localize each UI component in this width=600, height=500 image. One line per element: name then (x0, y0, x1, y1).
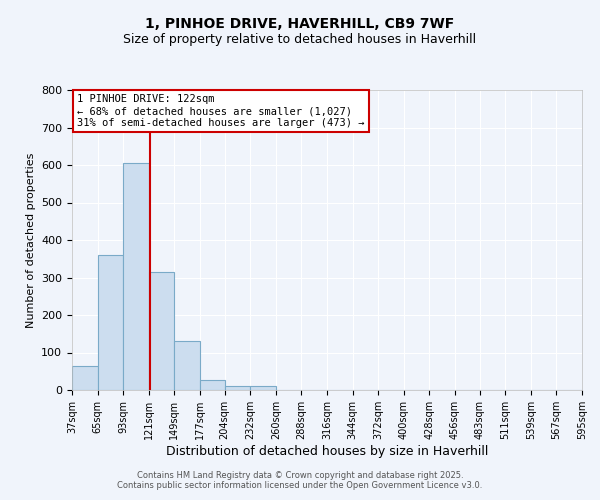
Bar (200, 380, 224, 390)
Bar (72, 366, 98, 390)
Bar (250, 386, 276, 390)
Text: Size of property relative to detached houses in Haverhill: Size of property relative to detached ho… (124, 32, 476, 46)
Bar (175, 341, 200, 390)
Text: 1 PINHOE DRIVE: 122sqm
← 68% of detached houses are smaller (1,027)
31% of semi-: 1 PINHOE DRIVE: 122sqm ← 68% of detached… (77, 94, 365, 128)
Text: 1, PINHOE DRIVE, HAVERHILL, CB9 7WF: 1, PINHOE DRIVE, HAVERHILL, CB9 7WF (145, 18, 455, 32)
Bar (123, 163, 149, 390)
Bar (98, 255, 123, 390)
Text: Contains public sector information licensed under the Open Government Licence v3: Contains public sector information licen… (118, 480, 482, 490)
X-axis label: Distribution of detached houses by size in Haverhill: Distribution of detached houses by size … (166, 444, 488, 458)
Bar (224, 386, 250, 390)
Bar (149, 272, 175, 390)
Text: Contains HM Land Registry data © Crown copyright and database right 2025.: Contains HM Land Registry data © Crown c… (137, 470, 463, 480)
Y-axis label: Number of detached properties: Number of detached properties (26, 152, 35, 328)
